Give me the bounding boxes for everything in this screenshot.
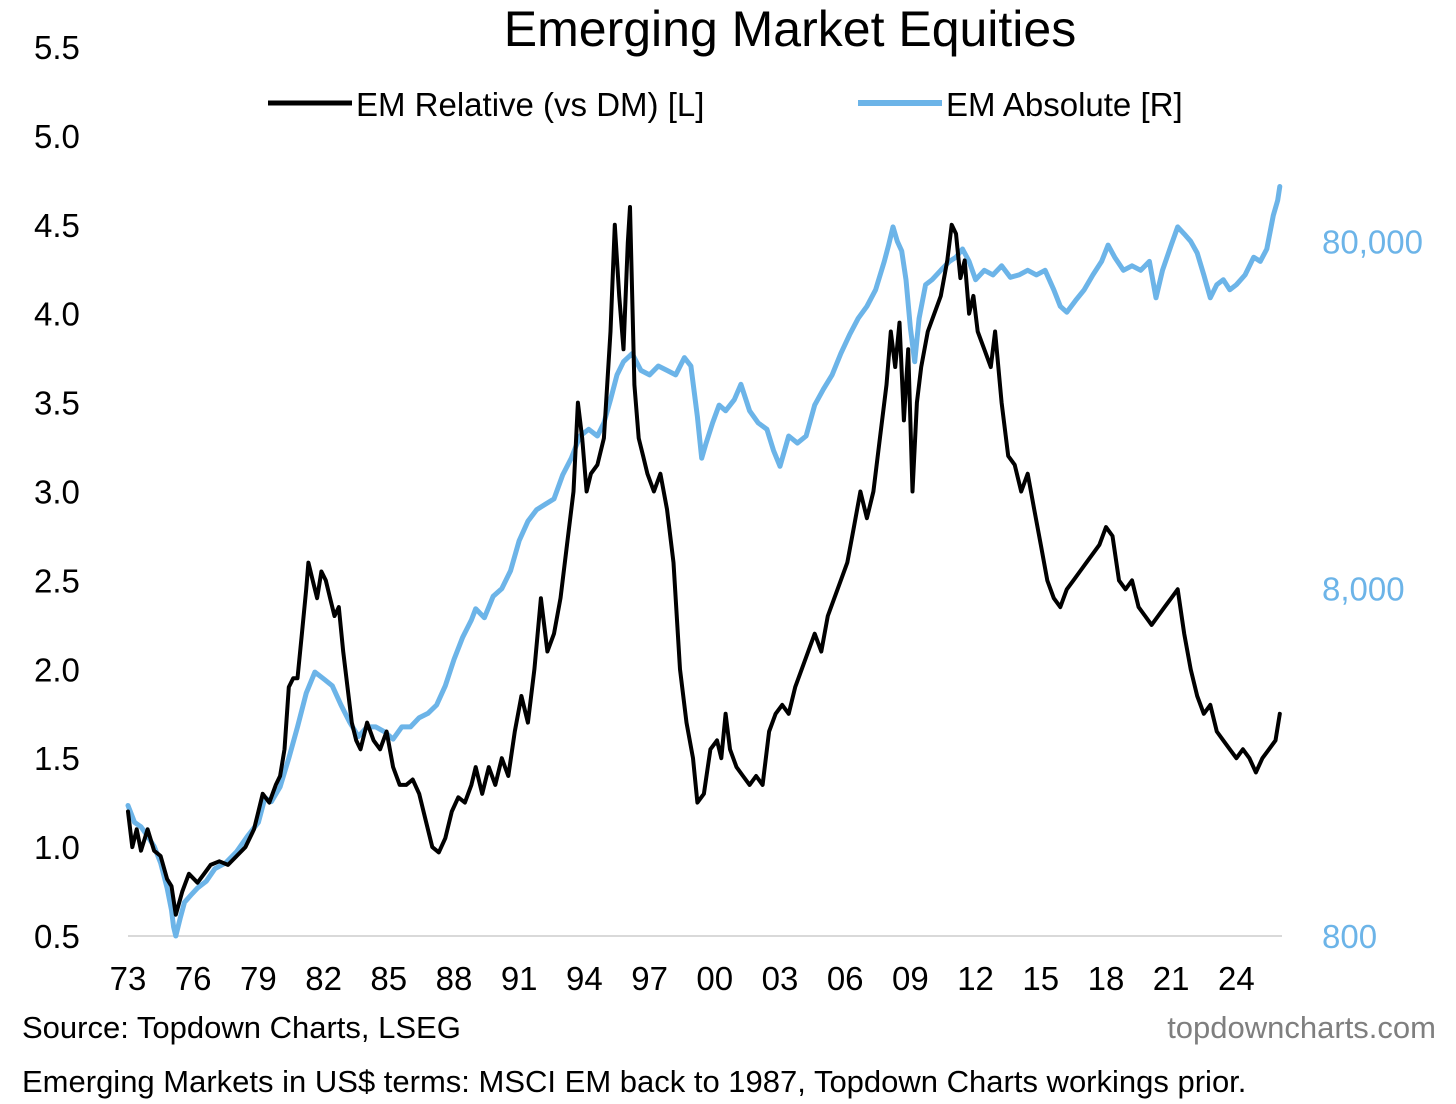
x-tick-label: 73 — [110, 960, 147, 997]
y-right-tick-label: 8,000 — [1322, 571, 1405, 608]
y-left-tick-label: 2.5 — [34, 562, 80, 599]
x-tick-label: 18 — [1088, 960, 1125, 997]
x-tick-label: 97 — [631, 960, 668, 997]
x-tick-label: 12 — [957, 960, 994, 997]
brand-link[interactable]: topdowncharts.com — [1167, 1010, 1436, 1045]
x-axis: 73 76 79 82 85 88 91 94 97 00 03 06 09 12 15 18 21 24 — [110, 960, 1255, 997]
series-line-em-relative — [126, 205, 1282, 917]
y-right-tick-label: 80,000 — [1322, 223, 1423, 260]
series-line-em-absolute — [125, 184, 1283, 939]
x-tick-label: 94 — [566, 960, 603, 997]
x-tick-label: 15 — [1022, 960, 1059, 997]
x-tick-label: 09 — [892, 960, 929, 997]
source-note: Source: Topdown Charts, LSEG — [22, 1010, 461, 1045]
y-left-tick-label: 4.5 — [34, 207, 80, 244]
y-right-tick-label: 800 — [1322, 918, 1377, 955]
right-axis: 800 8,000 80,000 — [1322, 223, 1423, 955]
y-left-tick-label: 3.0 — [34, 474, 80, 511]
chart-title: Emerging Market Equities — [504, 1, 1076, 57]
x-tick-label: 79 — [240, 960, 277, 997]
y-left-tick-label: 5.5 — [34, 29, 80, 66]
chart: Emerging Market Equities EM Relative (vs… — [34, 1, 1423, 997]
x-tick-label: 00 — [696, 960, 733, 997]
x-tick-label: 88 — [436, 960, 473, 997]
x-tick-label: 82 — [305, 960, 342, 997]
y-left-tick-label: 5.0 — [34, 118, 80, 155]
x-tick-label: 21 — [1153, 960, 1190, 997]
y-left-tick-label: 1.5 — [34, 740, 80, 777]
x-tick-label: 06 — [827, 960, 864, 997]
y-left-tick-label: 2.0 — [34, 651, 80, 688]
legend-label-absolute: EM Absolute [R] — [946, 86, 1183, 123]
y-left-tick-label: 3.5 — [34, 385, 80, 422]
x-tick-label: 76 — [175, 960, 212, 997]
x-tick-label: 91 — [501, 960, 538, 997]
x-tick-label: 24 — [1218, 960, 1255, 997]
y-left-tick-label: 0.5 — [34, 918, 80, 955]
left-axis: 0.5 1.0 1.5 2.0 2.5 3.0 3.5 4.0 4.5 5.0 5.5 — [34, 29, 80, 955]
legend: EM Relative (vs DM) [L] EM Absolute [R] — [268, 86, 1183, 123]
y-left-tick-label: 1.0 — [34, 829, 80, 866]
methodology-note: Emerging Markets in US$ terms: MSCI EM b… — [22, 1064, 1247, 1099]
x-tick-label: 03 — [762, 960, 799, 997]
y-left-tick-label: 4.0 — [34, 296, 80, 333]
x-tick-label: 85 — [370, 960, 407, 997]
legend-label-relative: EM Relative (vs DM) [L] — [356, 86, 704, 123]
